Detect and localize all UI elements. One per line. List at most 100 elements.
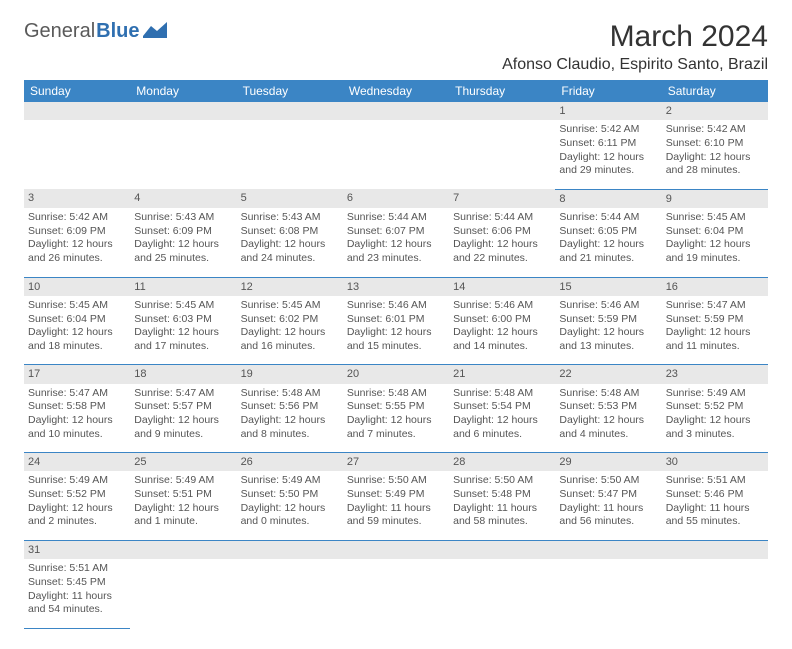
day-cell: Sunrise: 5:46 AM Sunset: 6:00 PM Dayligh… [449,296,555,365]
daynum-row: 12 [24,102,768,120]
day-cell: Sunrise: 5:42 AM Sunset: 6:11 PM Dayligh… [555,120,661,189]
day-cell-content: Sunrise: 5:43 AM Sunset: 6:09 PM Dayligh… [134,211,232,266]
day-cell-content: Sunrise: 5:42 AM Sunset: 6:11 PM Dayligh… [559,123,657,178]
day-number: 6 [343,189,449,208]
day-cell: Sunrise: 5:43 AM Sunset: 6:08 PM Dayligh… [237,208,343,277]
logo-text-1: General [24,20,95,43]
day-cell-content: Sunrise: 5:44 AM Sunset: 6:05 PM Dayligh… [559,211,657,266]
day-cell: Sunrise: 5:49 AM Sunset: 5:51 PM Dayligh… [130,471,236,540]
day-number: 13 [343,277,449,296]
day-cell [662,559,768,628]
day-cell-content: Sunrise: 5:47 AM Sunset: 5:57 PM Dayligh… [134,387,232,442]
day-cell-content: Sunrise: 5:43 AM Sunset: 6:08 PM Dayligh… [241,211,339,266]
day-number: 21 [449,365,555,384]
day-cell-content: Sunrise: 5:49 AM Sunset: 5:50 PM Dayligh… [241,474,339,529]
day-number: 22 [555,365,661,384]
logo-text-2: Blue [96,20,139,43]
day-number: 30 [662,453,768,472]
day-cell [130,559,236,628]
day-number [343,540,449,559]
weekday-header: Thursday [449,80,555,102]
day-cell [343,120,449,189]
day-number: 3 [24,189,130,208]
day-cell [555,559,661,628]
day-number [343,102,449,120]
daynum-row: 10111213141516 [24,277,768,296]
week-row: Sunrise: 5:49 AM Sunset: 5:52 PM Dayligh… [24,471,768,540]
day-number: 24 [24,453,130,472]
day-cell [449,559,555,628]
day-number: 31 [24,540,130,559]
day-number: 26 [237,453,343,472]
day-cell: Sunrise: 5:48 AM Sunset: 5:53 PM Dayligh… [555,384,661,453]
week-row: Sunrise: 5:51 AM Sunset: 5:45 PM Dayligh… [24,559,768,628]
day-cell [343,559,449,628]
daynum-row: 31 [24,540,768,559]
weekday-header: Sunday [24,80,130,102]
day-cell-content: Sunrise: 5:45 AM Sunset: 6:02 PM Dayligh… [241,299,339,354]
day-cell-content: Sunrise: 5:48 AM Sunset: 5:56 PM Dayligh… [241,387,339,442]
day-cell-content: Sunrise: 5:44 AM Sunset: 6:07 PM Dayligh… [347,211,445,266]
day-cell-content: Sunrise: 5:47 AM Sunset: 5:58 PM Dayligh… [28,387,126,442]
day-cell-content: Sunrise: 5:50 AM Sunset: 5:48 PM Dayligh… [453,474,551,529]
day-number: 28 [449,453,555,472]
day-cell: Sunrise: 5:45 AM Sunset: 6:04 PM Dayligh… [24,296,130,365]
day-cell [237,559,343,628]
day-cell: Sunrise: 5:45 AM Sunset: 6:02 PM Dayligh… [237,296,343,365]
day-cell-content: Sunrise: 5:47 AM Sunset: 5:59 PM Dayligh… [666,299,764,354]
day-number: 11 [130,277,236,296]
day-cell: Sunrise: 5:43 AM Sunset: 6:09 PM Dayligh… [130,208,236,277]
weekday-header: Wednesday [343,80,449,102]
day-number: 9 [662,189,768,208]
day-cell: Sunrise: 5:50 AM Sunset: 5:47 PM Dayligh… [555,471,661,540]
day-number: 20 [343,365,449,384]
day-cell: Sunrise: 5:46 AM Sunset: 6:01 PM Dayligh… [343,296,449,365]
day-number: 4 [130,189,236,208]
day-cell [24,120,130,189]
day-cell: Sunrise: 5:46 AM Sunset: 5:59 PM Dayligh… [555,296,661,365]
day-number: 2 [662,102,768,120]
day-cell: Sunrise: 5:50 AM Sunset: 5:49 PM Dayligh… [343,471,449,540]
weekday-header: Tuesday [237,80,343,102]
day-number [130,540,236,559]
calendar-table: Sunday Monday Tuesday Wednesday Thursday… [24,80,768,629]
day-cell: Sunrise: 5:51 AM Sunset: 5:46 PM Dayligh… [662,471,768,540]
day-cell-content: Sunrise: 5:50 AM Sunset: 5:49 PM Dayligh… [347,474,445,529]
day-cell: Sunrise: 5:44 AM Sunset: 6:07 PM Dayligh… [343,208,449,277]
day-number: 7 [449,189,555,208]
flag-icon [143,22,167,38]
weekday-header-row: Sunday Monday Tuesday Wednesday Thursday… [24,80,768,102]
day-number: 15 [555,277,661,296]
day-cell-content: Sunrise: 5:48 AM Sunset: 5:55 PM Dayligh… [347,387,445,442]
day-cell: Sunrise: 5:50 AM Sunset: 5:48 PM Dayligh… [449,471,555,540]
weekday-header: Saturday [662,80,768,102]
day-number: 27 [343,453,449,472]
day-cell: Sunrise: 5:42 AM Sunset: 6:09 PM Dayligh… [24,208,130,277]
day-cell: Sunrise: 5:48 AM Sunset: 5:56 PM Dayligh… [237,384,343,453]
day-cell: Sunrise: 5:47 AM Sunset: 5:59 PM Dayligh… [662,296,768,365]
month-title: March 2024 [610,20,768,54]
day-cell [130,120,236,189]
week-row: Sunrise: 5:42 AM Sunset: 6:11 PM Dayligh… [24,120,768,189]
day-number: 12 [237,277,343,296]
day-number: 19 [237,365,343,384]
day-cell: Sunrise: 5:47 AM Sunset: 5:57 PM Dayligh… [130,384,236,453]
daynum-row: 3456789 [24,189,768,208]
weekday-header: Friday [555,80,661,102]
day-number: 8 [555,189,661,208]
day-number [662,540,768,559]
day-number [449,540,555,559]
day-cell-content: Sunrise: 5:45 AM Sunset: 6:03 PM Dayligh… [134,299,232,354]
day-cell: Sunrise: 5:48 AM Sunset: 5:55 PM Dayligh… [343,384,449,453]
day-cell-content: Sunrise: 5:46 AM Sunset: 5:59 PM Dayligh… [559,299,657,354]
daynum-row: 17181920212223 [24,365,768,384]
day-number: 1 [555,102,661,120]
day-number: 16 [662,277,768,296]
day-cell-content: Sunrise: 5:46 AM Sunset: 6:01 PM Dayligh… [347,299,445,354]
day-cell: Sunrise: 5:48 AM Sunset: 5:54 PM Dayligh… [449,384,555,453]
day-number [449,102,555,120]
day-number: 10 [24,277,130,296]
day-cell: Sunrise: 5:45 AM Sunset: 6:03 PM Dayligh… [130,296,236,365]
day-cell-content: Sunrise: 5:48 AM Sunset: 5:53 PM Dayligh… [559,387,657,442]
day-number: 5 [237,189,343,208]
